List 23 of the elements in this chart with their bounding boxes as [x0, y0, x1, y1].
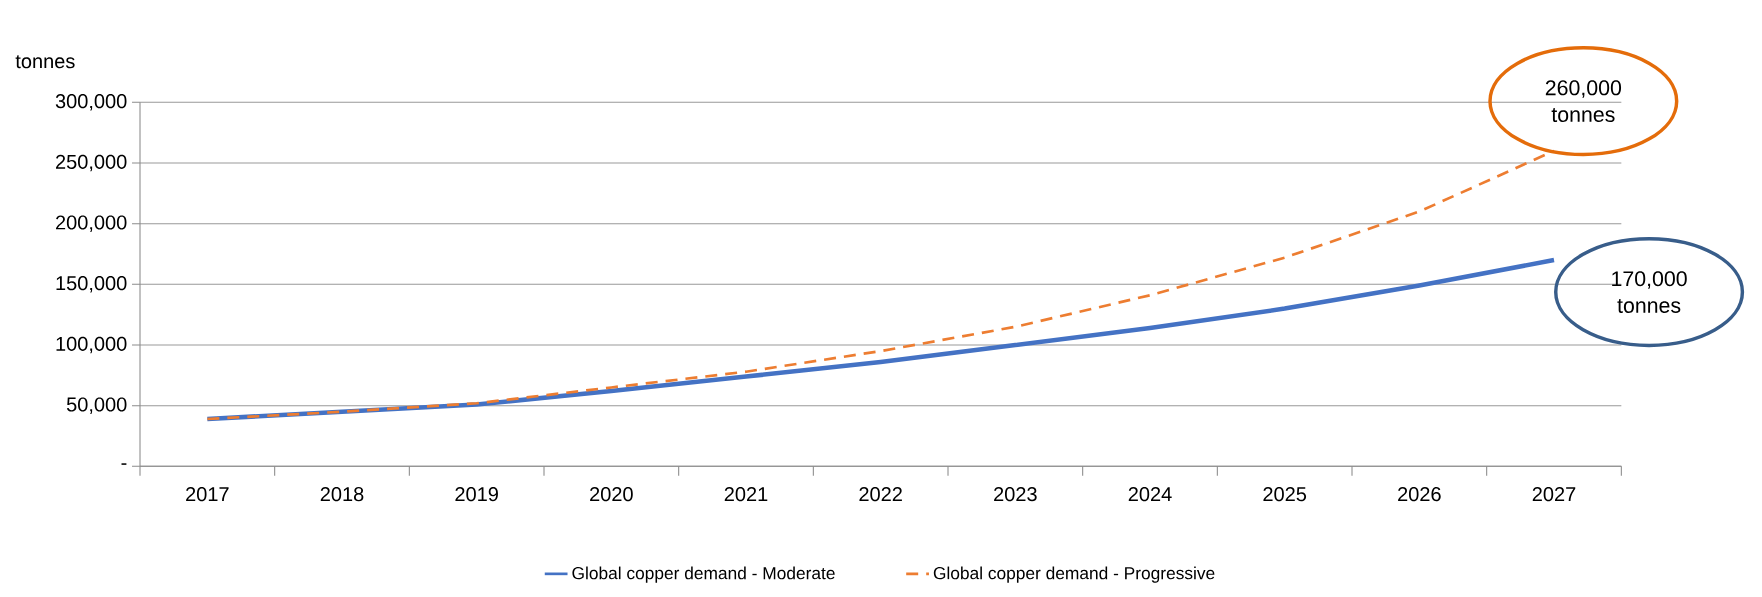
x-tick-label: 2019 [455, 487, 498, 502]
x-tick-label: 2025 [1263, 487, 1307, 502]
annotation: 170,000 tonnes [1612, 271, 1687, 313]
y-tick-label: 250,000 [56, 154, 127, 172]
x-tick-label: 2017 [186, 487, 229, 502]
y-axis-title: tonnes [15, 55, 75, 69]
x-tick-label: 2023 [994, 487, 1037, 502]
legend-label: Global copper demand - Progressive [933, 566, 1215, 583]
x-tick-label: 2020 [590, 487, 633, 502]
y-tick-label: 200,000 [56, 215, 127, 232]
x-tick-label: 2022 [859, 487, 902, 502]
x-tick-label: 2018 [320, 487, 364, 502]
legend-label: Global copper demand - Moderate [572, 566, 835, 583]
x-tick-label: 2021 [724, 487, 768, 502]
x-tick-label: 2027 [1532, 487, 1576, 502]
x-tick-label: 2026 [1398, 487, 1441, 502]
y-tick-label: 300,000 [55, 94, 127, 111]
y-tick-label: 50,000 [66, 397, 127, 414]
y-tick-label: 100,000 [56, 336, 127, 354]
x-tick-label: 2024 [1128, 487, 1172, 502]
annotation: 260,000 tonnes [1545, 80, 1622, 123]
y-tick-label: - [121, 463, 127, 465]
y-tick-label: 150,000 [56, 276, 127, 293]
